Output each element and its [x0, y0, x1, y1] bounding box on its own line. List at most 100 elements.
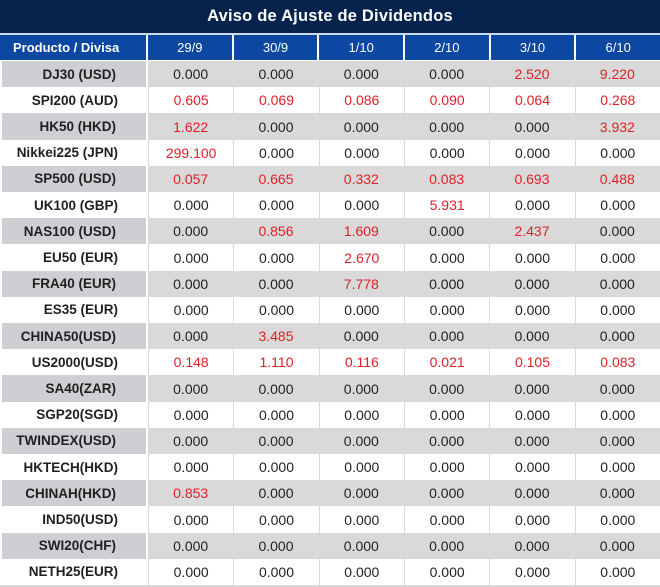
table-bottom-border — [0, 585, 660, 587]
value-cell: 1.622 — [173, 118, 209, 135]
product-cell: CHINA50(USD) — [0, 323, 148, 350]
table-row: HKTECH(HKD) 0.000 0.000 0.000 0.000 0.000 0.0… — [0, 454, 660, 481]
value-cell: 0.000 — [173, 275, 209, 292]
value-cell: 0.000 — [318, 454, 404, 481]
table-row: DJ30 (USD) 0.000 0.000 0.000 0.000 2.520 9.22… — [0, 61, 660, 88]
table-row: EU50 (EUR) 0.000 0.000 2.670 0.000 0.000 0.00… — [0, 244, 660, 271]
product-cell: CHINAH(HKD) — [0, 480, 148, 507]
value-cell: 0.000 — [318, 401, 404, 428]
date-column-header: 6/10 — [605, 40, 631, 55]
table-row: SGP20(SGD) 0.000 0.000 0.000 0.000 0.000 0.00… — [0, 401, 660, 428]
value-cell: 0.000 — [514, 118, 550, 135]
value-cell: 0.853 — [173, 485, 209, 502]
value-cell: 0.000 — [233, 401, 318, 428]
table-row: CHINAH(HKD) 0.853 0.000 0.000 0.000 0.000 0.0… — [0, 480, 660, 507]
value-cell: 0.000 — [403, 558, 489, 586]
product-cell: HK50 (HKD) — [0, 113, 148, 140]
value-cell: 0.000 — [148, 401, 233, 428]
table-row: US2000(USD) 0.148 1.110 0.116 0.021 0.105 0.0… — [0, 349, 660, 376]
value-cell: 0.000 — [258, 66, 294, 83]
product-cell: HKTECH(HKD) — [23, 459, 119, 475]
value-cell: 0.000 — [429, 66, 465, 83]
value-cell: 0.000 — [318, 139, 404, 166]
date-column-header: 29/9 — [148, 35, 234, 60]
value-cell: 0.069 — [233, 87, 318, 114]
value-cell: 0.000 — [574, 506, 660, 533]
value-cell: 0.000 — [318, 506, 404, 533]
product-cell: IND50(USD) — [42, 512, 118, 528]
product-cell: Nikkei225 (JPN) — [16, 145, 118, 161]
value-cell: 0.665 — [258, 170, 294, 187]
value-cell: 0.000 — [599, 275, 635, 292]
value-cell: 0.000 — [343, 380, 379, 397]
value-cell: 0.116 — [318, 349, 404, 376]
value-cell: 0.000 — [599, 223, 635, 240]
product-column-header: Producto / Divisa — [0, 35, 148, 60]
value-cell: 299.100 — [148, 139, 233, 166]
title-divider — [0, 33, 660, 35]
value-cell: 9.220 — [599, 66, 635, 83]
value-cell: 0.000 — [514, 485, 550, 502]
table-row: CHINA50(USD) 0.000 3.485 0.000 0.000 0.000 0.… — [0, 323, 660, 350]
value-cell: 0.000 — [429, 118, 465, 135]
table-row: FRA40 (EUR) 0.000 0.000 7.778 0.000 0.000 0.0… — [0, 270, 660, 297]
value-cell: 0.000 — [233, 506, 318, 533]
table-row: NETH25(EUR) 0.000 0.000 0.000 0.000 0.000 0.0… — [0, 558, 660, 586]
product-cell: US2000(USD) — [31, 354, 118, 370]
value-cell: 0.000 — [343, 66, 379, 83]
value-cell: 1.609 — [343, 223, 379, 240]
value-cell: 0.000 — [173, 223, 209, 240]
value-cell: 0.000 — [514, 537, 550, 554]
value-cell: 2.670 — [318, 244, 404, 271]
value-cell: 0.000 — [514, 328, 550, 345]
date-column-header: 1/10 — [319, 35, 406, 60]
value-cell: 0.083 — [429, 170, 465, 187]
value-cell: 0.000 — [318, 558, 404, 586]
value-cell: 0.605 — [148, 87, 233, 114]
value-cell: 0.000 — [148, 506, 233, 533]
table-row: SWI20(CHF) 0.000 0.000 0.000 0.000 0.000 0.00… — [0, 532, 660, 559]
value-cell: 0.000 — [258, 432, 294, 449]
product-cell: UK100 (GBP) — [33, 197, 118, 213]
table-body: DJ30 (USD) 0.000 0.000 0.000 0.000 2.520 9.22… — [0, 61, 660, 586]
table-row: SA40(ZAR) 0.000 0.000 0.000 0.000 0.000 0.000 — [0, 375, 660, 402]
value-cell: 0.000 — [574, 244, 660, 271]
value-cell: 0.268 — [574, 87, 660, 114]
value-cell: 0.000 — [173, 380, 209, 397]
table-row: ES35 (EUR) 0.000 0.000 0.000 0.000 0.000 0.00… — [0, 296, 660, 324]
value-cell: 0.000 — [258, 380, 294, 397]
value-cell: 0.488 — [599, 170, 635, 187]
value-cell: 0.000 — [574, 296, 660, 324]
value-cell: 3.485 — [258, 328, 294, 345]
value-cell: 0.000 — [343, 537, 379, 554]
value-cell: 0.000 — [148, 558, 233, 586]
value-cell: 0.000 — [599, 432, 635, 449]
product-cell: SGP20(SGD) — [36, 407, 118, 423]
table-row: SPI200 (AUD) 0.605 0.069 0.086 0.090 0.064 0.… — [0, 87, 660, 114]
value-cell: 0.105 — [489, 349, 574, 376]
value-cell: 0.000 — [173, 328, 209, 345]
value-cell: 0.000 — [148, 454, 233, 481]
value-cell: 0.000 — [599, 485, 635, 502]
value-cell: 5.931 — [403, 192, 489, 219]
value-cell: 0.000 — [489, 506, 574, 533]
value-cell: 0.000 — [514, 275, 550, 292]
value-cell: 0.000 — [403, 401, 489, 428]
value-cell: 0.000 — [429, 328, 465, 345]
page-title: Aviso de Ajuste de Dividendos — [0, 0, 660, 33]
value-cell: 0.000 — [258, 275, 294, 292]
value-cell: 0.000 — [403, 139, 489, 166]
product-cell: NETH25(EUR) — [28, 564, 118, 580]
value-cell: 0.000 — [148, 244, 233, 271]
value-cell: 0.000 — [429, 537, 465, 554]
value-cell: 0.000 — [514, 380, 550, 397]
value-cell: 1.110 — [233, 349, 318, 376]
value-cell: 0.148 — [148, 349, 233, 376]
table-row: UK100 (GBP) 0.000 0.000 0.000 5.931 0.000 0.0… — [0, 192, 660, 219]
value-cell: 0.000 — [574, 454, 660, 481]
value-cell: 0.000 — [574, 192, 660, 219]
value-cell: 0.021 — [403, 349, 489, 376]
date-column-header: 2/10 — [405, 35, 491, 60]
value-cell: 2.437 — [514, 223, 550, 240]
value-cell: 0.000 — [343, 485, 379, 502]
